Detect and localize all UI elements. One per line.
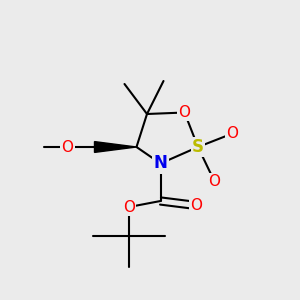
Text: O: O <box>190 198 202 213</box>
Text: O: O <box>123 200 135 214</box>
Text: O: O <box>208 174 220 189</box>
Polygon shape <box>94 142 136 152</box>
Text: S: S <box>192 138 204 156</box>
Text: O: O <box>61 140 74 154</box>
Text: O: O <box>178 105 190 120</box>
Text: N: N <box>154 154 167 172</box>
Text: O: O <box>226 126 238 141</box>
